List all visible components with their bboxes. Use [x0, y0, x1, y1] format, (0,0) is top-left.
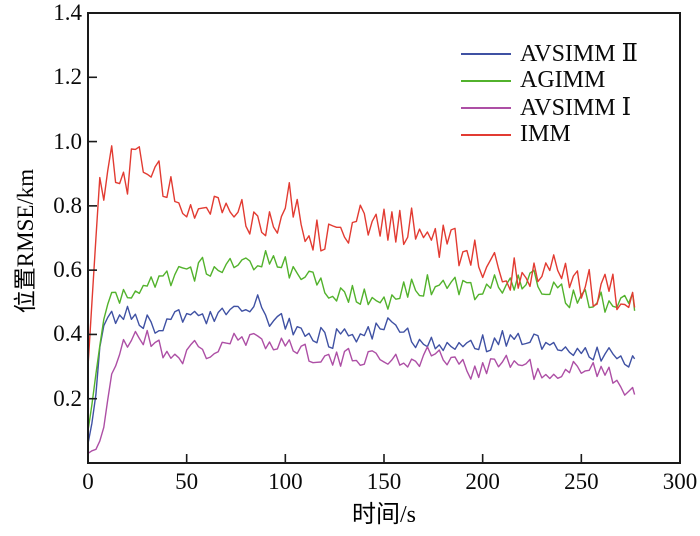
legend-item-avsimm2: AVSIMM Ⅱ	[461, 40, 638, 67]
y-tick-label: 0.4	[53, 321, 82, 347]
x-tick-label: 200	[465, 469, 500, 494]
y-tick-label: 0.2	[53, 385, 82, 411]
y-tick-label: 0.6	[53, 257, 82, 283]
legend-line-avsimm1-icon	[461, 106, 511, 109]
series-line-avsimm-ⅱ	[87, 294, 636, 444]
legend-label-avsimm1: AVSIMM Ⅰ	[520, 95, 632, 121]
legend-item-imm: IMM	[461, 121, 638, 148]
y-axis-ticks	[89, 12, 97, 400]
x-axis-ticks	[87, 454, 681, 462]
series-line-avsimm-ⅰ	[87, 329, 636, 454]
y-tick-label: 1.4	[53, 0, 82, 25]
data-curves	[87, 145, 636, 454]
x-tick-label: 0	[82, 469, 94, 494]
x-tick-label: 300	[662, 469, 698, 494]
x-tick-label: 150	[366, 469, 402, 494]
y-tick-label: 0.8	[53, 192, 82, 218]
y-tick-label: 1.2	[53, 64, 82, 90]
x-axis-title: 时间/s	[351, 502, 416, 528]
legend-label-agimm: AGIMM	[520, 67, 606, 93]
legend: AVSIMM Ⅱ AGIMM AVSIMM Ⅰ IMM	[461, 40, 638, 148]
x-tick-label: 250	[564, 469, 599, 494]
legend-label-avsimm2: AVSIMM Ⅱ	[520, 41, 638, 67]
legend-label-imm: IMM	[520, 121, 571, 147]
y-tick-label: 1.0	[53, 128, 82, 154]
plot-frame	[87, 12, 681, 464]
x-tick-label: 50	[175, 469, 199, 494]
series-line-agimm	[87, 249, 636, 432]
legend-item-agimm: AGIMM	[461, 67, 638, 94]
legend-item-avsimm1: AVSIMM Ⅰ	[461, 94, 638, 121]
series-line-imm	[87, 145, 636, 367]
x-tick-label: 100	[268, 469, 303, 494]
legend-line-imm-icon	[461, 133, 511, 136]
legend-line-agimm-icon	[461, 79, 511, 82]
legend-line-avsimm2-icon	[461, 52, 511, 55]
y-axis-title: 位置RMSE/km	[13, 168, 38, 314]
